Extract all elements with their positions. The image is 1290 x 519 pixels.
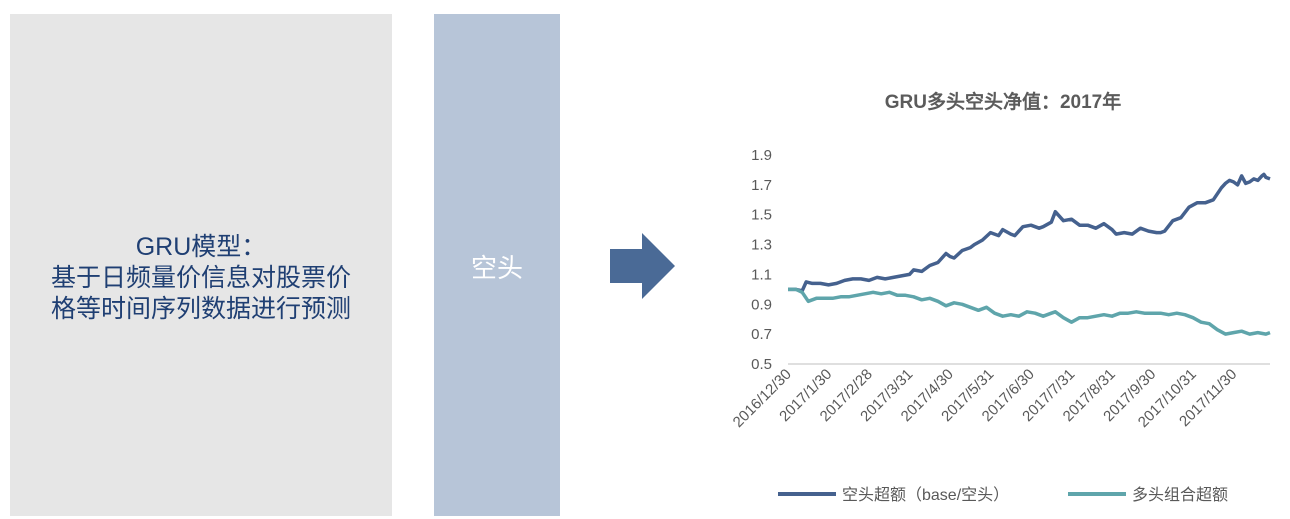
y-tick-label: 1.9	[751, 147, 772, 164]
legend-label-short: 空头超额（base/空头）	[842, 486, 1009, 504]
series-line-long	[788, 287, 1271, 336]
model-description-text: GRU模型： 基于日频量价信息对股票价 格等时间序列数据进行预测	[21, 232, 381, 325]
model-desc-line1: 基于日频量价信息对股票价	[50, 263, 351, 292]
chart-title: GRU多头空头净值：2017年	[885, 90, 1122, 113]
y-tick-label: 1.5	[751, 207, 772, 224]
model-desc-line2: 格等时间序列数据进行预测	[50, 294, 351, 323]
y-tick-label: 1.1	[751, 266, 772, 283]
legend-label-long: 多头组合超额	[1132, 486, 1228, 504]
series-lines	[788, 172, 1271, 336]
net-value-chart: GRU多头空头净值：2017年 0.5 0.7 0.9 1.1 1.3 1.5 1.7 1.9…	[730, 90, 1271, 504]
short-box-label: 空头	[470, 252, 523, 283]
right-arrow-icon	[610, 233, 675, 299]
model-title: GRU模型：	[135, 232, 267, 261]
y-tick-label: 1.3	[751, 237, 772, 254]
y-axis-labels: 0.5 0.7 0.9 1.1 1.3 1.5 1.7 1.9	[751, 147, 772, 373]
short-box: 空头	[434, 14, 560, 516]
y-tick-label: 0.7	[751, 326, 772, 343]
x-axis-labels: 2016/12/302017/1/302017/2/282017/3/31201…	[730, 366, 1241, 431]
model-description-box: GRU模型： 基于日频量价信息对股票价 格等时间序列数据进行预测	[10, 14, 392, 516]
y-tick-label: 1.7	[751, 177, 772, 194]
series-line-short	[788, 172, 1271, 293]
y-tick-label: 0.9	[751, 296, 772, 313]
legend: 空头超额（base/空头） 多头组合超额	[778, 486, 1228, 504]
y-tick-label: 0.5	[751, 356, 772, 373]
